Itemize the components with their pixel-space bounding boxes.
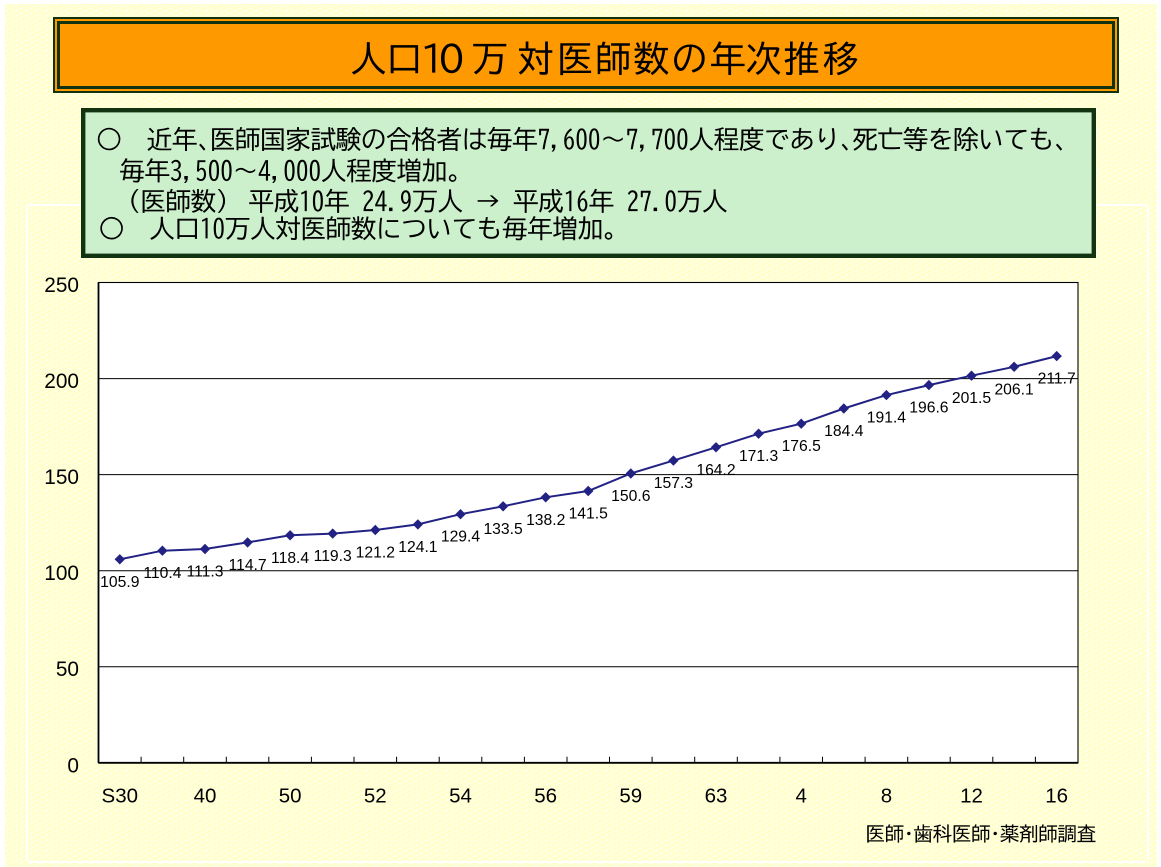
svg-text:157.3: 157.3 (654, 475, 694, 492)
svg-text:4: 4 (795, 785, 806, 808)
svg-text:63: 63 (705, 785, 728, 808)
svg-text:56: 56 (534, 785, 557, 808)
svg-text:40: 40 (194, 785, 217, 808)
svg-text:129.4: 129.4 (441, 529, 481, 546)
svg-text:12: 12 (960, 785, 983, 808)
svg-text:200: 200 (44, 370, 79, 393)
svg-text:196.6: 196.6 (909, 400, 949, 417)
svg-text:150.6: 150.6 (611, 488, 651, 505)
svg-text:100: 100 (44, 562, 79, 585)
svg-text:59: 59 (619, 785, 642, 808)
svg-text:141.5: 141.5 (569, 506, 609, 523)
svg-text:16: 16 (1045, 785, 1068, 808)
svg-text:8: 8 (881, 785, 892, 808)
svg-text:0: 0 (67, 754, 79, 777)
svg-text:184.4: 184.4 (824, 423, 864, 440)
svg-text:114.7: 114.7 (229, 557, 267, 574)
svg-text:206.1: 206.1 (994, 381, 1033, 398)
svg-text:250: 250 (44, 274, 79, 297)
svg-text:150: 150 (44, 466, 79, 489)
svg-text:119.3: 119.3 (314, 548, 352, 565)
svg-text:54: 54 (449, 785, 472, 808)
svg-text:105.9: 105.9 (100, 574, 139, 591)
svg-text:52: 52 (364, 785, 387, 808)
svg-text:211.7: 211.7 (1038, 371, 1076, 388)
svg-text:121.2: 121.2 (356, 545, 395, 562)
svg-text:176.5: 176.5 (782, 438, 822, 455)
svg-text:133.5: 133.5 (483, 521, 523, 538)
svg-text:171.3: 171.3 (739, 448, 779, 465)
svg-text:50: 50 (279, 785, 302, 808)
svg-text:191.4: 191.4 (867, 410, 907, 427)
svg-text:111.3: 111.3 (187, 564, 224, 581)
svg-text:S30: S30 (102, 785, 138, 808)
svg-text:164.2: 164.2 (696, 462, 735, 479)
svg-text:124.1: 124.1 (398, 539, 437, 556)
svg-text:138.2: 138.2 (526, 512, 565, 529)
svg-text:201.5: 201.5 (952, 390, 992, 407)
svg-text:118.4: 118.4 (271, 550, 309, 567)
svg-text:50: 50 (56, 658, 79, 681)
svg-text:110.4: 110.4 (143, 565, 181, 582)
